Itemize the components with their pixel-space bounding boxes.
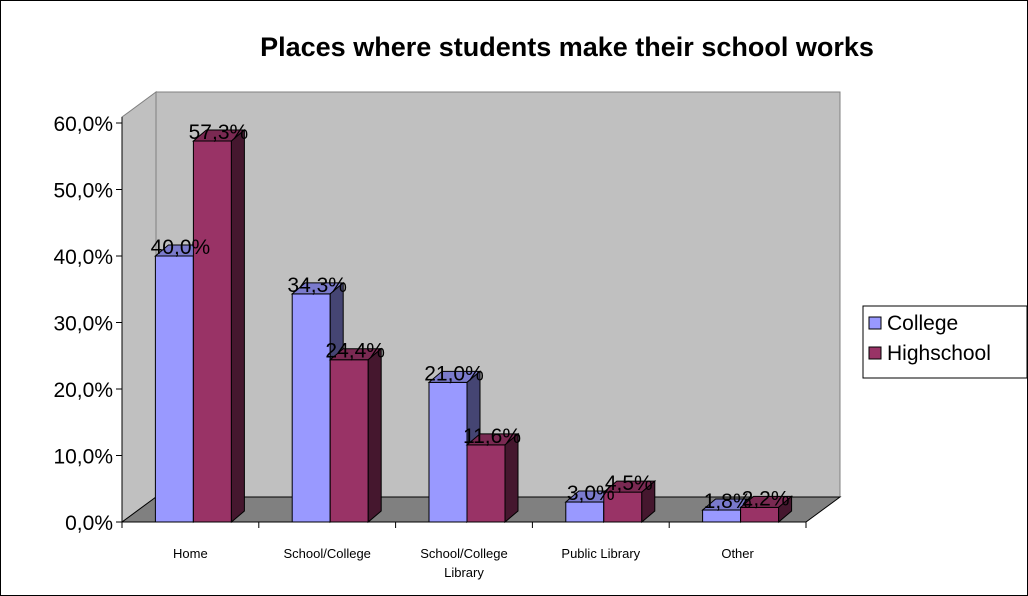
y-tick-label: 40,0% bbox=[53, 246, 113, 269]
data-label-college-school-college-library: 21,0% bbox=[424, 362, 484, 385]
data-label-highschool-home: 57,3% bbox=[189, 121, 249, 144]
x-category-label: Home bbox=[173, 546, 208, 561]
x-category-label: School/College bbox=[283, 546, 370, 561]
bar-highschool-school-college bbox=[328, 347, 383, 524]
x-category-label: Public Library bbox=[561, 546, 640, 561]
chart-bars bbox=[154, 128, 793, 524]
bar-front bbox=[603, 491, 643, 523]
bar-highschool-other bbox=[739, 495, 793, 524]
bar-front bbox=[192, 140, 232, 523]
y-tick-label: 60,0% bbox=[53, 113, 113, 136]
y-axis-ticks: 0,0% 10,0% 20,0% 30,0% 40,0% 50,0% 60,0% bbox=[53, 113, 122, 535]
data-label-highschool-school-college-library: 11,6% bbox=[463, 425, 521, 448]
y-tick-label: 10,0% bbox=[53, 446, 113, 469]
legend-swatch-highschool bbox=[868, 346, 882, 360]
data-label-college-other: 1,8% bbox=[704, 490, 752, 513]
chart-title: Places where students make their school … bbox=[260, 32, 874, 62]
data-label-college-school-college: 34,3% bbox=[287, 274, 347, 297]
bar-front bbox=[329, 359, 369, 523]
legend-swatch-college bbox=[868, 316, 882, 330]
bar-front bbox=[154, 255, 194, 523]
x-category-label: Other bbox=[721, 546, 754, 561]
bar-front bbox=[291, 293, 331, 523]
y-tick-label: 0,0% bbox=[65, 512, 113, 535]
bar-side bbox=[367, 347, 382, 524]
y-tick-label: 30,0% bbox=[53, 313, 113, 336]
data-label-highschool-public-library: 4,5% bbox=[605, 472, 653, 495]
bar-side bbox=[230, 128, 245, 524]
bar-highschool-school-college-library bbox=[465, 432, 520, 524]
y-tick-label: 20,0% bbox=[53, 379, 113, 402]
bar-highschool-public-library bbox=[602, 479, 657, 524]
data-label-college-public-library: 3,0% bbox=[567, 482, 615, 505]
data-label-highschool-other: 2,2% bbox=[742, 487, 790, 510]
bar-front bbox=[466, 444, 506, 523]
bar-side bbox=[504, 432, 519, 524]
legend: College Highschool bbox=[862, 305, 1027, 379]
legend-label-highschool: Highschool bbox=[887, 342, 991, 365]
legend-box bbox=[862, 305, 1027, 379]
y-tick-label: 50,0% bbox=[53, 180, 113, 203]
x-category-label: School/College Library bbox=[420, 546, 507, 580]
data-labels: 40,0% 57,3% 34,3% 24,4% 21,0% 11,6% 3,0%4,5% 1,… bbox=[151, 121, 790, 513]
bar-highschool-home bbox=[192, 128, 246, 524]
legend-label-college: College bbox=[887, 312, 958, 335]
data-label-highschool-school-college: 24,4% bbox=[325, 340, 385, 363]
bar-side bbox=[641, 479, 656, 524]
x-axis-categories: Home School/College School/College Library P… bbox=[121, 522, 807, 580]
data-label-college-home: 40,0% bbox=[151, 236, 211, 259]
bar-front bbox=[428, 381, 468, 523]
bar-side bbox=[778, 495, 793, 524]
side-wall bbox=[121, 91, 157, 523]
